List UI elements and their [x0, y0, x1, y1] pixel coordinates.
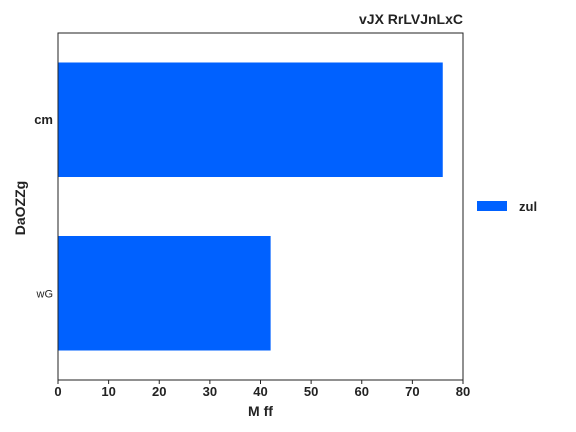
bar-wG	[58, 235, 271, 351]
bars-group	[58, 62, 443, 351]
x-tick-label: 70	[405, 384, 419, 399]
y-tick-label-cm: cm	[34, 112, 53, 127]
x-tick-label: 40	[253, 384, 267, 399]
chart-title: vJX RrLVJnLxC	[359, 11, 463, 27]
x-axis-label: M ff	[248, 403, 273, 419]
x-tick-label: 10	[101, 384, 115, 399]
x-axis-ticks: 0 10 20 30 40 50 60 70 80	[54, 380, 470, 399]
legend: zul	[477, 199, 537, 214]
y-axis-label: DaOZZg	[12, 181, 28, 235]
y-axis-ticks: cm wG	[34, 112, 53, 301]
x-tick-label: 30	[203, 384, 217, 399]
x-tick-label: 60	[355, 384, 369, 399]
x-tick-label: 20	[152, 384, 166, 399]
legend-swatch	[477, 201, 507, 211]
legend-label: zul	[519, 199, 537, 214]
x-tick-label: 0	[54, 384, 61, 399]
x-tick-label: 50	[304, 384, 318, 399]
y-tick-label-wG: wG	[36, 288, 54, 300]
x-tick-label: 80	[456, 384, 470, 399]
bar-cm	[58, 62, 443, 178]
